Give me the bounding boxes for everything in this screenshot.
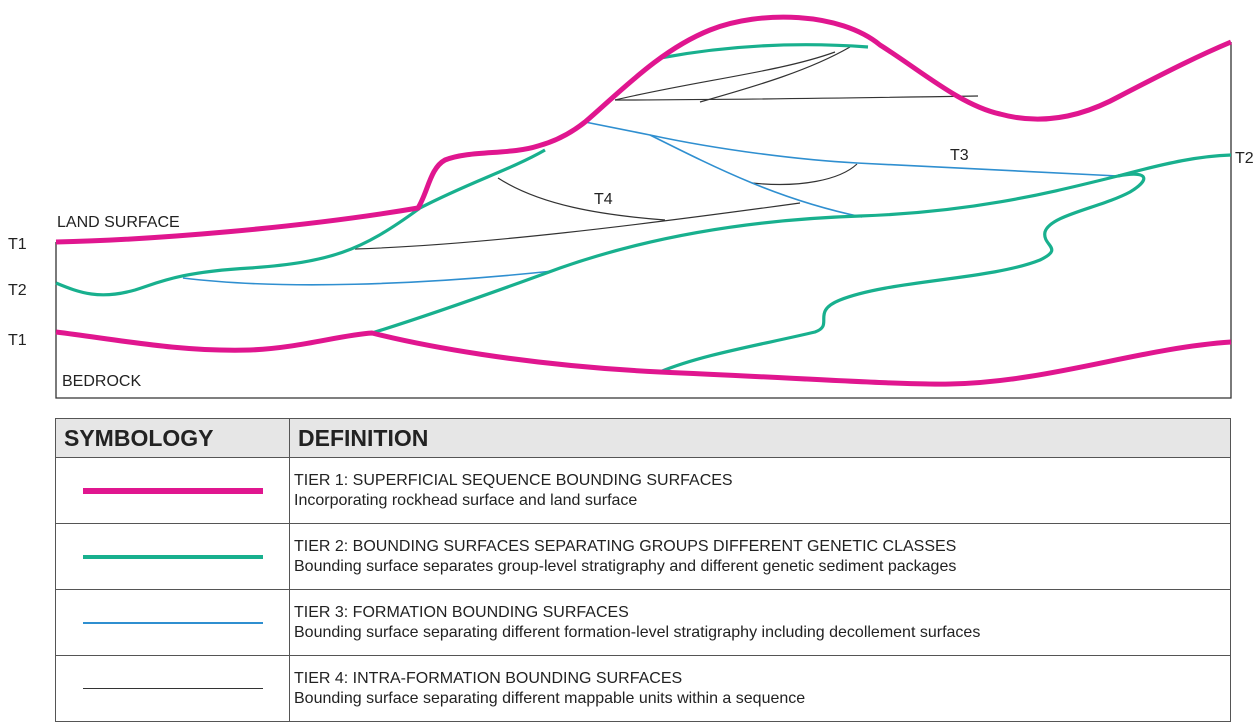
tier4-line-t4-b (354, 202, 801, 250)
tier4-line-t3-inner (751, 163, 858, 186)
legend-definition-cell: TIER 2: BOUNDING SURFACES SEPARATING GRO… (289, 523, 1231, 590)
legend-symbol-cell (55, 589, 290, 656)
t3-label: T3 (950, 147, 969, 164)
tier2-line-lobe (659, 172, 1146, 374)
tier4-title: TIER 4: INTRA-FORMATION BOUNDING SURFACE… (294, 669, 683, 687)
tier1-title: TIER 1: SUPERFICIAL SEQUENCE BOUNDING SU… (294, 471, 733, 489)
legend-definition-cell: TIER 3: FORMATION BOUNDING SURFACES Boun… (289, 589, 1231, 656)
definition-header: DEFINITION (289, 418, 1231, 458)
tier2-line-upper (55, 148, 546, 297)
tier1-line-swatch (82, 487, 263, 494)
legend-row-tier1: TIER 1: SUPERFICIAL SEQUENCE BOUNDING SU… (55, 457, 1231, 524)
symbology-header: SYMBOLOGY (55, 418, 290, 458)
tier1-description: Incorporating rockhead surface and land … (294, 491, 638, 509)
tier1-surfaces (55, 14, 1232, 387)
legend-row-tier4: TIER 4: INTRA-FORMATION BOUNDING SURFACE… (55, 655, 1231, 722)
tier4-line-swatch (82, 688, 263, 689)
tier4-surfaces (354, 46, 979, 250)
land-surface-label: LAND SURFACE (57, 214, 180, 231)
section-frame (55, 42, 1232, 399)
tier3-line-diagonal (649, 134, 863, 218)
t1-upper-label: T1 (8, 236, 27, 253)
tier2-surfaces (55, 43, 1232, 374)
tier4-line-upper-1 (614, 51, 836, 101)
legend-definition-cell: TIER 4: INTRA-FORMATION BOUNDING SURFACE… (289, 655, 1231, 722)
symbology-legend-table: SYMBOLOGY DEFINITION TIER 1: SUPERFICIAL… (55, 418, 1231, 722)
tier3-line-lower (182, 270, 554, 286)
legend-header-row: SYMBOLOGY DEFINITION (55, 418, 1231, 458)
tier3-line-t3 (584, 121, 1119, 177)
legend-definition-cell: TIER 1: SUPERFICIAL SEQUENCE BOUNDING SU… (289, 457, 1231, 524)
tier3-description: Bounding surface separating different fo… (294, 623, 981, 641)
t1-lower-label: T1 (8, 332, 27, 349)
tier4-line-upper-2 (699, 46, 851, 103)
tier4-line-upper-3 (614, 95, 979, 101)
legend-row-tier2: TIER 2: BOUNDING SURFACES SEPARATING GRO… (55, 523, 1231, 590)
tier2-line-hill-cap (659, 43, 869, 60)
tier4-description: Bounding surface separating different ma… (294, 689, 806, 707)
t4-label: T4 (594, 191, 613, 208)
tier1-land-surface (55, 14, 1232, 245)
t2-right-label: T2 (1235, 150, 1254, 167)
legend-row-tier3: TIER 3: FORMATION BOUNDING SURFACES Boun… (55, 589, 1231, 656)
tier1-rockhead (55, 329, 1232, 387)
tier2-line-main (371, 153, 1232, 335)
legend-symbol-cell (55, 523, 290, 590)
legend-symbol-cell (55, 655, 290, 722)
tier3-line-swatch (82, 621, 263, 624)
bedrock-label: BEDROCK (62, 373, 142, 390)
tier3-surfaces (182, 121, 1119, 286)
tier4-line-t4-a (497, 177, 666, 221)
t2-left-label: T2 (8, 282, 27, 299)
tier2-title: TIER 2: BOUNDING SURFACES SEPARATING GRO… (294, 537, 957, 555)
tier2-line-swatch (82, 554, 263, 559)
cross-section-diagram (55, 14, 1232, 399)
legend-symbol-cell (55, 457, 290, 524)
tier3-title: TIER 3: FORMATION BOUNDING SURFACES (294, 603, 629, 621)
tier2-description: Bounding surface separates group-level s… (294, 557, 957, 575)
